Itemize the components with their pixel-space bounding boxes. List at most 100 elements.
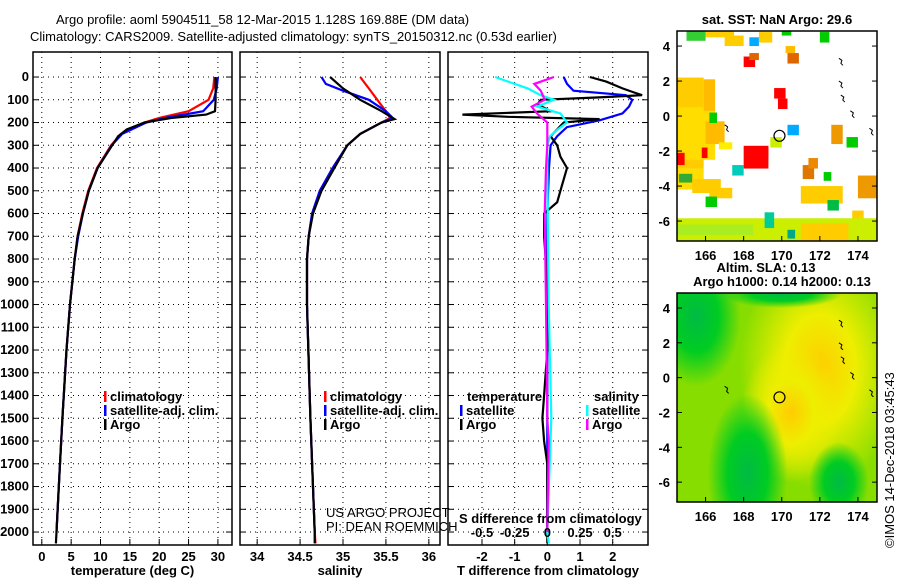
sst-cell — [852, 210, 864, 222]
x-tick-label: -1 — [509, 549, 521, 564]
x2-tick-label: 0.25 — [567, 525, 592, 540]
lat-tick-label: 4 — [663, 301, 671, 316]
legend-label: satellite-adj. clim. — [110, 403, 218, 418]
legend-title-temperature: temperature — [467, 389, 542, 404]
sst-cell — [701, 147, 708, 159]
series-line-argo — [305, 76, 398, 544]
x-tick-label: -2 — [476, 549, 488, 564]
lat-tick-label: -6 — [658, 475, 670, 490]
sst-cell — [753, 147, 769, 159]
sst-cell — [777, 98, 788, 110]
series-line-argo — [54, 77, 217, 544]
map-frame — [676, 292, 878, 503]
sst-cell — [823, 172, 832, 181]
lat-tick-label: -2 — [658, 405, 670, 420]
x-tick-label: 36 — [422, 549, 436, 564]
series-line-satellite-adj-clim- — [305, 76, 395, 533]
y-tick-label: 1500 — [0, 410, 29, 425]
x-tick-label: 2 — [609, 549, 616, 564]
lon-tick-label: 170 — [771, 509, 793, 524]
x-tick-label: 0 — [38, 549, 45, 564]
map-field — [677, 293, 877, 502]
y-tick-label: 1400 — [0, 388, 29, 403]
lat-tick-label: 0 — [663, 109, 670, 124]
legend-swatch — [104, 419, 107, 430]
x-tick-label: 34.5 — [287, 549, 312, 564]
map-title: sat. SST: NaN Argo: 29.6 — [702, 12, 853, 27]
x-axis-label: salinity — [318, 563, 364, 578]
x2-tick-label: -0.5 — [471, 525, 493, 540]
y-tick-label: 900 — [7, 274, 29, 289]
sst-cell — [827, 200, 839, 211]
x-tick-label: 1 — [576, 549, 583, 564]
sst-cell — [758, 32, 773, 43]
sst-cell — [743, 56, 756, 68]
map-frame — [676, 30, 878, 242]
sst-cell — [846, 137, 858, 148]
lon-tick-label: 168 — [733, 509, 755, 524]
y-tick-label: 200 — [7, 115, 29, 130]
y-tick-label: 1100 — [1, 319, 29, 334]
sst-cell — [732, 165, 744, 176]
y-tick-label: 1900 — [0, 501, 29, 516]
y-tick-label: 1000 — [0, 297, 29, 312]
sst-cell — [705, 121, 725, 145]
sst-cell — [787, 229, 796, 239]
x-tick-label: 5 — [68, 549, 75, 564]
sst-cell — [857, 175, 877, 199]
temperature-panel: 0100200300400500600700800900100011001200… — [0, 51, 233, 578]
x-tick-label: 20 — [152, 549, 166, 564]
y-tick-label: 100 — [7, 92, 29, 107]
lat-tick-label: -4 — [658, 440, 670, 455]
lon-tick-label: 172 — [809, 509, 831, 524]
y-tick-label: 500 — [7, 183, 29, 198]
series-line-temperature-satellite — [546, 76, 634, 532]
sla-low — [721, 293, 842, 309]
lon-tick-label: 166 — [695, 509, 717, 524]
plot-frame — [447, 51, 649, 546]
sst-cell — [749, 53, 759, 61]
x2-axis-label: S difference from climatology — [459, 511, 643, 526]
lon-tick-label: 174 — [847, 248, 869, 263]
x-tick-label: 35 — [336, 549, 350, 564]
legend-title-salinity: salinity — [594, 389, 640, 404]
lat-tick-label: 2 — [663, 336, 670, 351]
y-tick-label: 800 — [7, 251, 29, 266]
y-tick-label: 2000 — [0, 524, 29, 539]
legend-swatch — [460, 405, 463, 416]
legend-label: Argo — [110, 417, 140, 432]
sst-cell — [705, 196, 717, 208]
plot-frame — [32, 51, 233, 546]
sst-cell — [709, 187, 733, 199]
coastline-island — [840, 356, 846, 365]
legend-label: satellite — [466, 403, 514, 418]
sst-cell — [785, 46, 796, 54]
x-tick-label: 15 — [123, 549, 137, 564]
sst-cell — [709, 112, 717, 124]
sst-cell — [800, 186, 843, 204]
lat-tick-label: 0 — [663, 371, 670, 386]
coastline-island — [850, 372, 855, 380]
lon-tick-label: 172 — [809, 248, 831, 263]
sst-cell — [724, 35, 744, 47]
sst-cell — [831, 124, 843, 145]
series-line-temperature-argo — [462, 75, 643, 544]
series-line-salinity-argo — [530, 75, 555, 533]
title-line-1: Argo profile: aoml 5904511_58 12-Mar-201… — [56, 12, 469, 27]
y-tick-label: 700 — [7, 228, 29, 243]
sst-cell — [802, 165, 815, 180]
x-tick-label: 25 — [181, 549, 195, 564]
coastline-island — [869, 389, 874, 398]
lat-tick-label: -4 — [658, 179, 670, 194]
lat-tick-label: 4 — [663, 39, 671, 54]
coastline-island — [838, 57, 844, 66]
series-line-salinity-satellite — [494, 75, 569, 544]
lat-tick-label: -6 — [658, 214, 670, 229]
imos-stamp: ©IMOS 14-Dec-2018 03:45:43 — [882, 372, 897, 548]
sst-cell — [677, 224, 754, 236]
sla-map: 166 168 170 172 174 -6 -4 -2 0 2 4 Altim. SLA: 0.13… — [658, 260, 878, 524]
sst-cell — [819, 32, 830, 43]
x2-tick-label: -0.25 — [500, 525, 530, 540]
legend-swatch — [460, 419, 463, 430]
